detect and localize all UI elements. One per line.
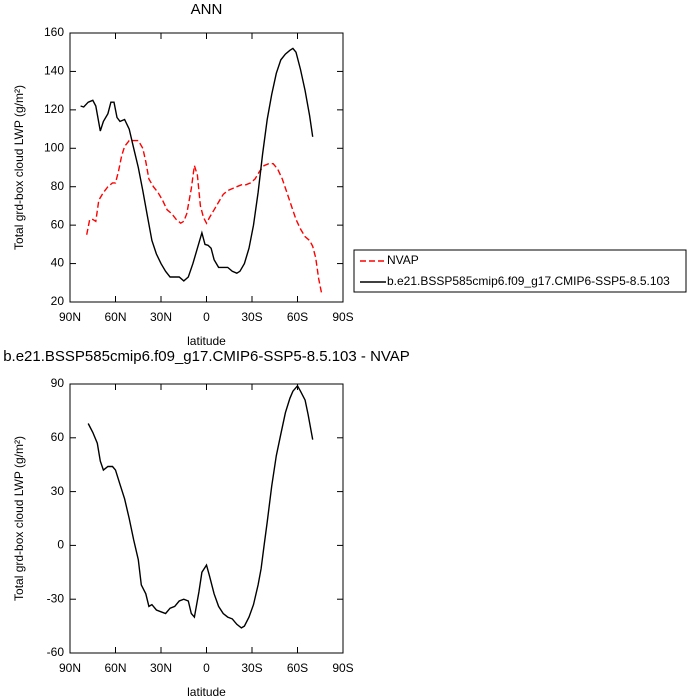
- x-tick-label: 0: [203, 661, 210, 675]
- x-tick-label: 30S: [241, 661, 262, 675]
- data-line: [87, 384, 314, 629]
- y-tick-label: 60: [51, 217, 65, 231]
- y-axis-label: Total grd-box cloud LWP (g/m²): [12, 85, 26, 250]
- y-tick-label: 100: [44, 140, 64, 154]
- x-tick-label: 60S: [287, 661, 308, 675]
- y-tick-label: 20: [51, 294, 65, 308]
- x-axis-label: latitude: [187, 334, 226, 348]
- data-line: [86, 139, 323, 295]
- chart-title: b.e21.BSSP585cmip6.f09_g17.CMIP6-SSP5-8.…: [3, 348, 410, 365]
- y-tick-label: 120: [44, 102, 64, 116]
- y-tick-label: 60: [51, 430, 65, 444]
- x-tick-label: 90N: [59, 661, 81, 675]
- x-tick-label: 60S: [287, 310, 308, 324]
- legend-label: b.e21.BSSP585cmip6.f09_g17.CMIP6-SSP5-8.…: [387, 274, 670, 288]
- x-tick-label: 60N: [104, 310, 126, 324]
- plot-frame: [69, 32, 344, 303]
- y-tick-label: 0: [57, 538, 64, 552]
- legend-label: NVAP: [387, 253, 419, 267]
- y-tick-label: 30: [51, 484, 65, 498]
- data-line: [80, 47, 314, 282]
- y-tick-label: 90: [51, 376, 65, 390]
- x-tick-label: 90S: [332, 310, 353, 324]
- chart-title: ANN: [191, 1, 223, 18]
- y-tick-label: 80: [51, 179, 65, 193]
- y-tick-label: -60: [47, 645, 65, 659]
- x-tick-label: 0: [203, 310, 210, 324]
- x-tick-label: 30N: [150, 310, 172, 324]
- x-tick-label: 90N: [59, 310, 81, 324]
- plot-frame: [69, 383, 344, 654]
- y-tick-label: 40: [51, 256, 65, 270]
- x-axis-label: latitude: [187, 685, 226, 699]
- x-tick-label: 60N: [104, 661, 126, 675]
- x-tick-label: 90S: [332, 661, 353, 675]
- x-tick-label: 30N: [150, 661, 172, 675]
- y-tick-label: 160: [44, 25, 64, 39]
- legend-box: [353, 249, 687, 293]
- y-tick-label: -30: [47, 591, 65, 605]
- y-axis-label: Total grd-box cloud LWP (g/m²): [12, 436, 26, 601]
- y-tick-label: 140: [44, 64, 64, 78]
- x-tick-label: 30S: [241, 310, 262, 324]
